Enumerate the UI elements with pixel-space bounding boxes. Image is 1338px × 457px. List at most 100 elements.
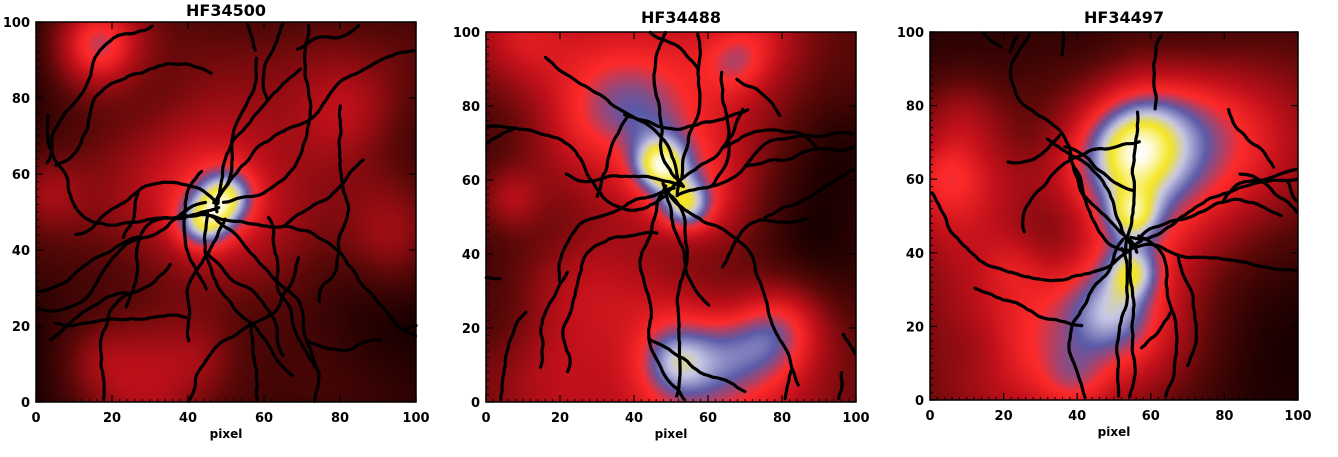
y-tick-label: 40 (906, 247, 924, 262)
y-tick-label: 40 (12, 244, 30, 259)
filament-line (282, 158, 365, 228)
y-tick-label: 80 (462, 100, 480, 115)
filament-line (595, 113, 631, 198)
x-tick-label: 80 (773, 411, 791, 426)
filament-line (203, 250, 285, 358)
filament-skeleton (930, 31, 1299, 399)
filament-line (638, 184, 686, 401)
x-tick-label: 100 (842, 411, 869, 426)
chart-title: HF34497 (1084, 8, 1164, 27)
x-tick-label: 60 (255, 411, 273, 426)
filament-line (973, 286, 1084, 328)
filament-line (305, 338, 382, 352)
y-tick-label: 80 (12, 92, 30, 107)
filament-line (98, 262, 172, 401)
filament-line (45, 24, 154, 165)
filament-line (245, 22, 257, 52)
filament-line (261, 21, 285, 102)
filament-line (484, 276, 502, 281)
filament-line (121, 189, 140, 240)
filament-line (1021, 140, 1141, 234)
y-tick-label: 0 (21, 396, 30, 411)
filament-line (557, 186, 676, 283)
filament-line (248, 321, 259, 402)
heatmap-panel-hf34488: HF34488 0 20 40 60 80 100 0 20 40 60 80 100 pixel (440, 0, 880, 457)
filament-line (561, 230, 659, 374)
filament-line (186, 256, 300, 403)
filament-line (1115, 247, 1130, 398)
filament-line (661, 181, 711, 307)
x-tick-label: 20 (551, 411, 569, 426)
x-tick-label: 0 (31, 411, 40, 426)
x-tick-label: 80 (331, 411, 349, 426)
filament-line (1227, 108, 1276, 169)
filament-line (1124, 110, 1140, 254)
filament-line (295, 23, 361, 51)
filament-line (45, 113, 221, 227)
filament-line (539, 270, 569, 369)
y-tick-label: 100 (3, 16, 30, 31)
x-tick-label: 60 (699, 411, 717, 426)
heatmap-image (930, 32, 1298, 400)
x-tick-label: 40 (1068, 409, 1086, 424)
y-tick-label: 20 (462, 322, 480, 337)
filament-line (1045, 137, 1133, 247)
x-tick-label: 100 (402, 411, 429, 426)
filament-line (675, 131, 855, 197)
filament-line (664, 188, 800, 387)
filament-line (185, 217, 227, 343)
filament-line (1176, 253, 1198, 368)
filament-line (1139, 309, 1174, 350)
filament-line (214, 49, 416, 214)
x-tick-label: 0 (481, 411, 490, 426)
filament-line (221, 23, 313, 204)
filament-line (665, 107, 745, 194)
heatmap-panel-hf34500: HF34500 0 20 40 60 80 100 0 20 40 60 80 100 pixel (0, 0, 430, 457)
y-tick-label: 100 (897, 26, 924, 41)
filament-line (783, 366, 794, 401)
x-tick-label: 60 (1142, 409, 1160, 424)
x-axis-label: pixel (655, 427, 688, 441)
filament-line (317, 104, 351, 303)
filament-line (1006, 133, 1062, 165)
x-axis-label: pixel (1098, 425, 1131, 439)
filament-line (1140, 197, 1283, 237)
filament-line (709, 70, 731, 188)
y-tick-label: 80 (906, 100, 924, 115)
x-tick-label: 0 (925, 409, 934, 424)
filament-line (49, 291, 133, 342)
filament-line (735, 77, 782, 118)
filament-line (680, 32, 702, 179)
filament-line (36, 234, 142, 294)
filament-line (647, 337, 747, 394)
chart-title: HF34500 (186, 1, 266, 20)
x-tick-label: 100 (1284, 409, 1311, 424)
x-tick-label: 40 (179, 411, 197, 426)
filament-line (1128, 242, 1137, 399)
x-tick-label: 80 (1215, 409, 1233, 424)
filament-line (1008, 34, 1019, 54)
filament-line (486, 126, 517, 145)
chart-svg: HF34497 0 20 40 60 80 100 0 20 40 60 80 100 pixel (897, 8, 1312, 439)
y-tick-label: 60 (462, 174, 480, 189)
filament-line (54, 62, 213, 167)
y-tick-label: 20 (906, 320, 924, 335)
filament-line (1152, 34, 1163, 111)
filament-line (930, 191, 1143, 283)
filament-line (1129, 177, 1298, 241)
filament-line (836, 371, 844, 401)
filament-line (763, 167, 856, 220)
filament-line (1137, 234, 1179, 398)
filament-line (981, 31, 1003, 49)
chart-svg: HF34488 0 20 40 60 80 100 0 20 40 60 80 100 pixel (453, 8, 870, 441)
filament-line (267, 215, 322, 375)
x-tick-label: 20 (995, 409, 1013, 424)
filament-line (1131, 242, 1298, 273)
filament-line (499, 310, 528, 402)
x-tick-label: 40 (625, 411, 643, 426)
filament-line (1060, 31, 1066, 57)
filament-line (1009, 32, 1130, 252)
filament-line (721, 217, 810, 269)
filament-line (743, 146, 854, 168)
filament-line (1067, 237, 1125, 399)
